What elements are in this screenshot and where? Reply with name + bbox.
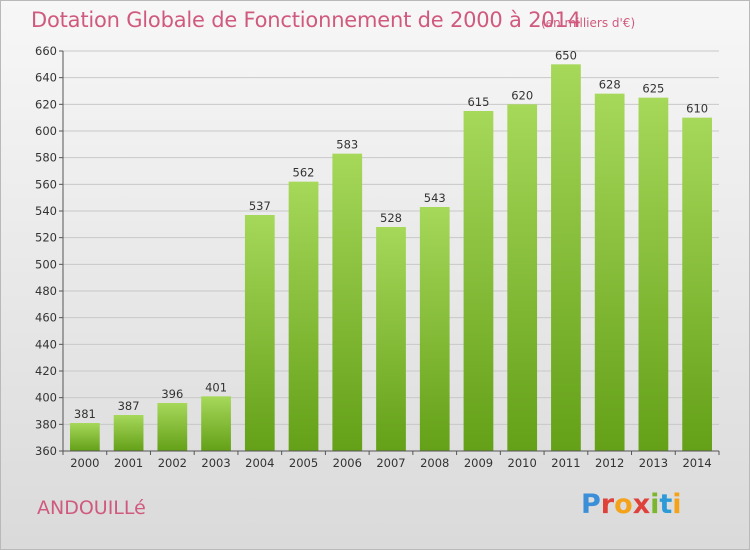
y-tick-label: 600: [35, 124, 57, 138]
y-tick-label: 620: [35, 97, 57, 111]
data-label-2007: 528: [380, 211, 402, 225]
logo-letter: i: [650, 489, 660, 520]
y-tick-label: 460: [35, 311, 57, 325]
logo-letter: o: [614, 489, 633, 520]
bar-2006: [332, 153, 363, 451]
x-tick-label-2002: 2002: [158, 456, 187, 470]
logo-letter: t: [659, 489, 673, 520]
logo-letter: P: [581, 489, 601, 520]
bar-2011: [551, 64, 581, 452]
bar-2007: [376, 227, 406, 451]
data-label-2009: 615: [467, 95, 489, 109]
data-label-2005: 562: [293, 166, 315, 180]
chart-title: Dotation Globale de Fonctionnement de 20…: [31, 8, 581, 32]
logo-letter: x: [632, 489, 651, 520]
axes: 360 380 400 420 440 460 480 500 520 540 560 580 600 6…: [35, 44, 720, 470]
data-label-2002: 396: [161, 387, 183, 401]
x-tick-label-2012: 2012: [595, 456, 624, 470]
y-tick-label: 580: [35, 151, 57, 165]
data-label-2006: 583: [336, 138, 358, 152]
y-tick-label: 520: [35, 231, 57, 245]
data-label-2011: 650: [555, 48, 577, 62]
bar-2012: [594, 93, 625, 452]
data-label-2003: 401: [205, 380, 227, 394]
x-tick-label-2011: 2011: [551, 456, 580, 470]
data-label-2004: 537: [249, 199, 271, 213]
y-tick-label: 380: [35, 417, 57, 431]
data-label-2010: 620: [511, 88, 533, 102]
bar-2005: [288, 181, 319, 451]
data-label-2013: 625: [642, 82, 664, 96]
bar-2009: [463, 111, 494, 451]
data-label-2001: 387: [118, 399, 140, 413]
y-tick-label: 540: [35, 204, 57, 218]
data-labels: 381 387 396 401 537 562 583 528 543 615 620 650 628 6…: [74, 48, 708, 421]
commune-name: ANDOUILLé: [37, 497, 146, 519]
bar-2010: [507, 104, 538, 451]
x-tick-label-2004: 2004: [245, 456, 274, 470]
y-tick-label: 400: [35, 391, 57, 405]
bar-2013: [638, 97, 669, 452]
x-tick-label-2000: 2000: [70, 456, 99, 470]
data-label-2000: 381: [74, 407, 96, 421]
logo-letter: r: [600, 489, 615, 520]
bar-2008: [419, 207, 450, 451]
y-tick-label: 500: [35, 257, 57, 271]
y-tick-label: 420: [35, 364, 57, 378]
y-tick-label: 560: [35, 177, 57, 191]
x-tick-label-2008: 2008: [420, 456, 449, 470]
bar-2001: [113, 415, 144, 451]
bars: [69, 64, 713, 452]
y-tick-label: 660: [35, 44, 57, 58]
y-tick-label: 360: [35, 444, 57, 458]
x-tick-label-2014: 2014: [682, 456, 711, 470]
x-tick-label-2005: 2005: [289, 456, 318, 470]
bar-2004: [244, 215, 275, 451]
x-tick-label-2003: 2003: [201, 456, 230, 470]
y-tick-label: 640: [35, 71, 57, 85]
x-tick-label-2006: 2006: [333, 456, 362, 470]
data-label-2012: 628: [599, 78, 621, 92]
bar-2003: [201, 396, 231, 451]
x-tick-label-2010: 2010: [508, 456, 537, 470]
x-tick-label-2009: 2009: [464, 456, 493, 470]
data-label-2008: 543: [424, 191, 446, 205]
x-tick-label-2007: 2007: [376, 456, 405, 470]
logo-letter: i: [672, 489, 682, 520]
y-tick-label: 480: [35, 284, 57, 298]
bar-2002: [157, 403, 188, 451]
proxiti-logo: Proxiti: [581, 489, 682, 520]
y-tick-label: 440: [35, 337, 57, 351]
bar-2014: [682, 117, 713, 452]
x-tick-label-2013: 2013: [639, 456, 668, 470]
data-label-2014: 610: [686, 102, 708, 116]
x-tick-label-2001: 2001: [114, 456, 143, 470]
chart-unit: (en milliers d'€): [541, 16, 636, 30]
bar-2000: [69, 423, 100, 451]
